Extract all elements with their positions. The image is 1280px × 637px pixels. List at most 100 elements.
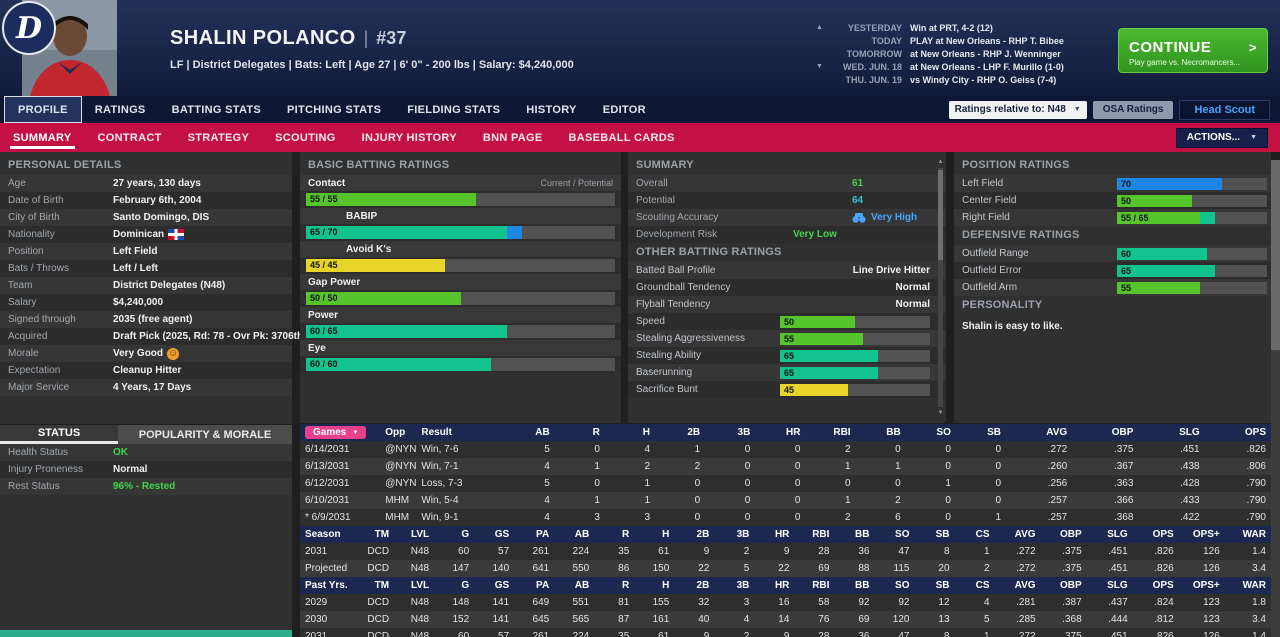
scroll-down-icon[interactable]: ▼: [937, 410, 944, 416]
subtab-baseball-cards[interactable]: BASEBALL CARDS: [568, 131, 675, 144]
table-cell: 5: [504, 475, 555, 492]
table-cell: 550: [554, 560, 595, 577]
status-tab-bar: STATUS POPULARITY & MORALE: [0, 424, 292, 444]
summary-scrollbar[interactable]: ▲ ▼: [936, 158, 945, 417]
table-cell: WAR: [1224, 577, 1271, 594]
tab-batting-stats[interactable]: BATTING STATS: [171, 103, 262, 116]
table-cell: 5: [714, 560, 755, 577]
table-cell: 3B: [705, 424, 756, 441]
team-logo[interactable]: D: [2, 1, 56, 55]
games-filter-dropdown[interactable]: Games ▼: [305, 426, 367, 439]
table-cell: 1: [805, 458, 856, 475]
right-edge-scrollbar[interactable]: [1271, 160, 1280, 637]
power-rating-bar: 60 / 65: [306, 325, 615, 338]
table-cell: 0: [705, 441, 756, 458]
potential-value: 64: [852, 195, 864, 206]
detail-row: Expectation Cleanup Hitter: [0, 362, 292, 379]
tab-editor[interactable]: EDITOR: [602, 103, 646, 116]
table-cell: 0: [705, 509, 756, 526]
table-cell: 2029: [300, 594, 361, 611]
subtab-contract[interactable]: CONTRACT: [97, 131, 162, 144]
table-cell: .272: [1006, 441, 1073, 458]
table-cell: 47: [874, 543, 915, 560]
table-cell: .812: [1132, 611, 1179, 628]
position-ratings-panel: POSITION RATINGS Left Field 70 Center Fie…: [954, 152, 1271, 423]
table-cell: 22: [674, 560, 715, 577]
table-cell: 140: [474, 560, 515, 577]
table-cell: 87: [594, 611, 635, 628]
table-cell: 141: [474, 594, 515, 611]
table-cell: H: [634, 577, 675, 594]
osa-ratings-button[interactable]: OSA Ratings: [1092, 100, 1174, 119]
table-cell: .826: [1132, 543, 1179, 560]
ratings-relative-select[interactable]: Ratings relative to: N48 ▼: [948, 100, 1087, 119]
player-photo: [22, 0, 117, 96]
table-row: 6/14/2031 @NYN Win, 7-6 5 0 4 1 0 0 2 0 0 0.272.375.…: [300, 441, 1271, 458]
table-cell: 12: [914, 594, 955, 611]
table-cell: Opp: [380, 424, 417, 441]
schedule-row: TODAY PLAY at New Orleans - RHP T. Bibee: [816, 34, 1108, 47]
overall-value: 61: [852, 178, 864, 189]
table-cell: WAR: [1224, 526, 1271, 543]
tab-status[interactable]: STATUS: [0, 425, 118, 444]
left-panel-horizontal-scrollbar[interactable]: [0, 630, 292, 637]
player-identity: SHALIN POLANCO | #37 LF | District Delegat…: [170, 27, 574, 71]
caret-down-icon: ▼: [352, 429, 359, 436]
subtab-injury-history[interactable]: INJURY HISTORY: [361, 131, 457, 144]
table-cell: 224: [554, 543, 595, 560]
detail-row: Age 27 years, 130 days: [0, 175, 292, 192]
table-cell: 0: [755, 441, 806, 458]
table-cell: CS: [954, 577, 995, 594]
table-cell: AVG: [1006, 424, 1073, 441]
subtab-summary[interactable]: SUMMARY: [0, 123, 85, 152]
table-cell: 0: [755, 509, 806, 526]
tab-fielding-stats[interactable]: FIELDING STATS: [407, 103, 501, 116]
table-cell: 0: [955, 492, 1007, 509]
other-batting-row: Baserunning 65: [628, 364, 946, 381]
scroll-up-icon[interactable]: ▲: [937, 159, 944, 165]
position-rating-row: Center Field 50: [954, 192, 1271, 209]
table-row: 6/10/2031 MHM Win, 5-4 4 1 1 0 0 0 1 2 0 0.257.366.4…: [300, 492, 1271, 509]
table-cell: .272: [994, 628, 1041, 637]
table-cell: .272: [994, 560, 1041, 577]
subtab-strategy[interactable]: STRATEGY: [187, 131, 250, 144]
head-scout-button[interactable]: Head Scout: [1179, 99, 1270, 120]
table-cell: GS: [474, 526, 515, 543]
table-cell: H: [604, 424, 656, 441]
scrollbar-thumb[interactable]: [938, 170, 943, 260]
stats-tables: Games ▼ Opp Result AB R H 2B 3B HR RBI BB SO SB AVG OBP…: [300, 424, 1271, 637]
scroll-down-icon[interactable]: ▼: [816, 63, 823, 70]
subtab-bnn-page[interactable]: BNN PAGE: [482, 131, 543, 144]
scrollbar-thumb[interactable]: [0, 630, 292, 637]
tab-history[interactable]: HISTORY: [526, 103, 577, 116]
summary-row: Development Risk Very Low: [628, 226, 946, 243]
table-cell: BB: [834, 526, 875, 543]
tab-profile[interactable]: PROFILE: [4, 96, 82, 123]
rating-label: Eye: [308, 342, 326, 354]
scrollbar-thumb[interactable]: [1271, 160, 1280, 350]
player-number: #37: [376, 28, 407, 48]
continue-arrow-icon: >: [1248, 40, 1257, 55]
table-cell: 115: [874, 560, 915, 577]
defensive-ratings-title: DEFENSIVE RATINGS: [962, 229, 1080, 241]
summary-row: Potential 64: [628, 192, 946, 209]
status-row: Injury Proneness Normal: [0, 461, 292, 478]
scroll-up-icon[interactable]: ▲: [816, 24, 823, 31]
detail-row: Date of Birth February 6th, 2004: [0, 192, 292, 209]
table-cell: 35: [594, 628, 635, 637]
tab-ratings[interactable]: RATINGS: [94, 103, 146, 116]
table-cell: 261: [514, 543, 555, 560]
tab-popularity-morale[interactable]: POPULARITY & MORALE: [118, 425, 292, 444]
table-cell: .272: [994, 543, 1041, 560]
center-field-rating-bar: 50: [1117, 194, 1267, 207]
table-cell: R: [554, 424, 605, 441]
actions-dropdown[interactable]: ACTIONS... ▼: [1175, 127, 1268, 148]
table-cell: .257: [1006, 509, 1073, 526]
table-cell: 0: [905, 492, 956, 509]
continue-button[interactable]: CONTINUE > Play game vs. Necromancers...: [1118, 28, 1268, 73]
tab-pitching-stats[interactable]: PITCHING STATS: [287, 103, 382, 116]
table-cell: RBI: [794, 526, 835, 543]
subtab-scouting[interactable]: SCOUTING: [275, 131, 336, 144]
other-batting-row: Stealing Ability 65: [628, 347, 946, 364]
season-stats-table: Season TM LVL G GS PA AB R H 2B 3B HR RBI BB SO SB CS AVG…: [300, 526, 1271, 637]
